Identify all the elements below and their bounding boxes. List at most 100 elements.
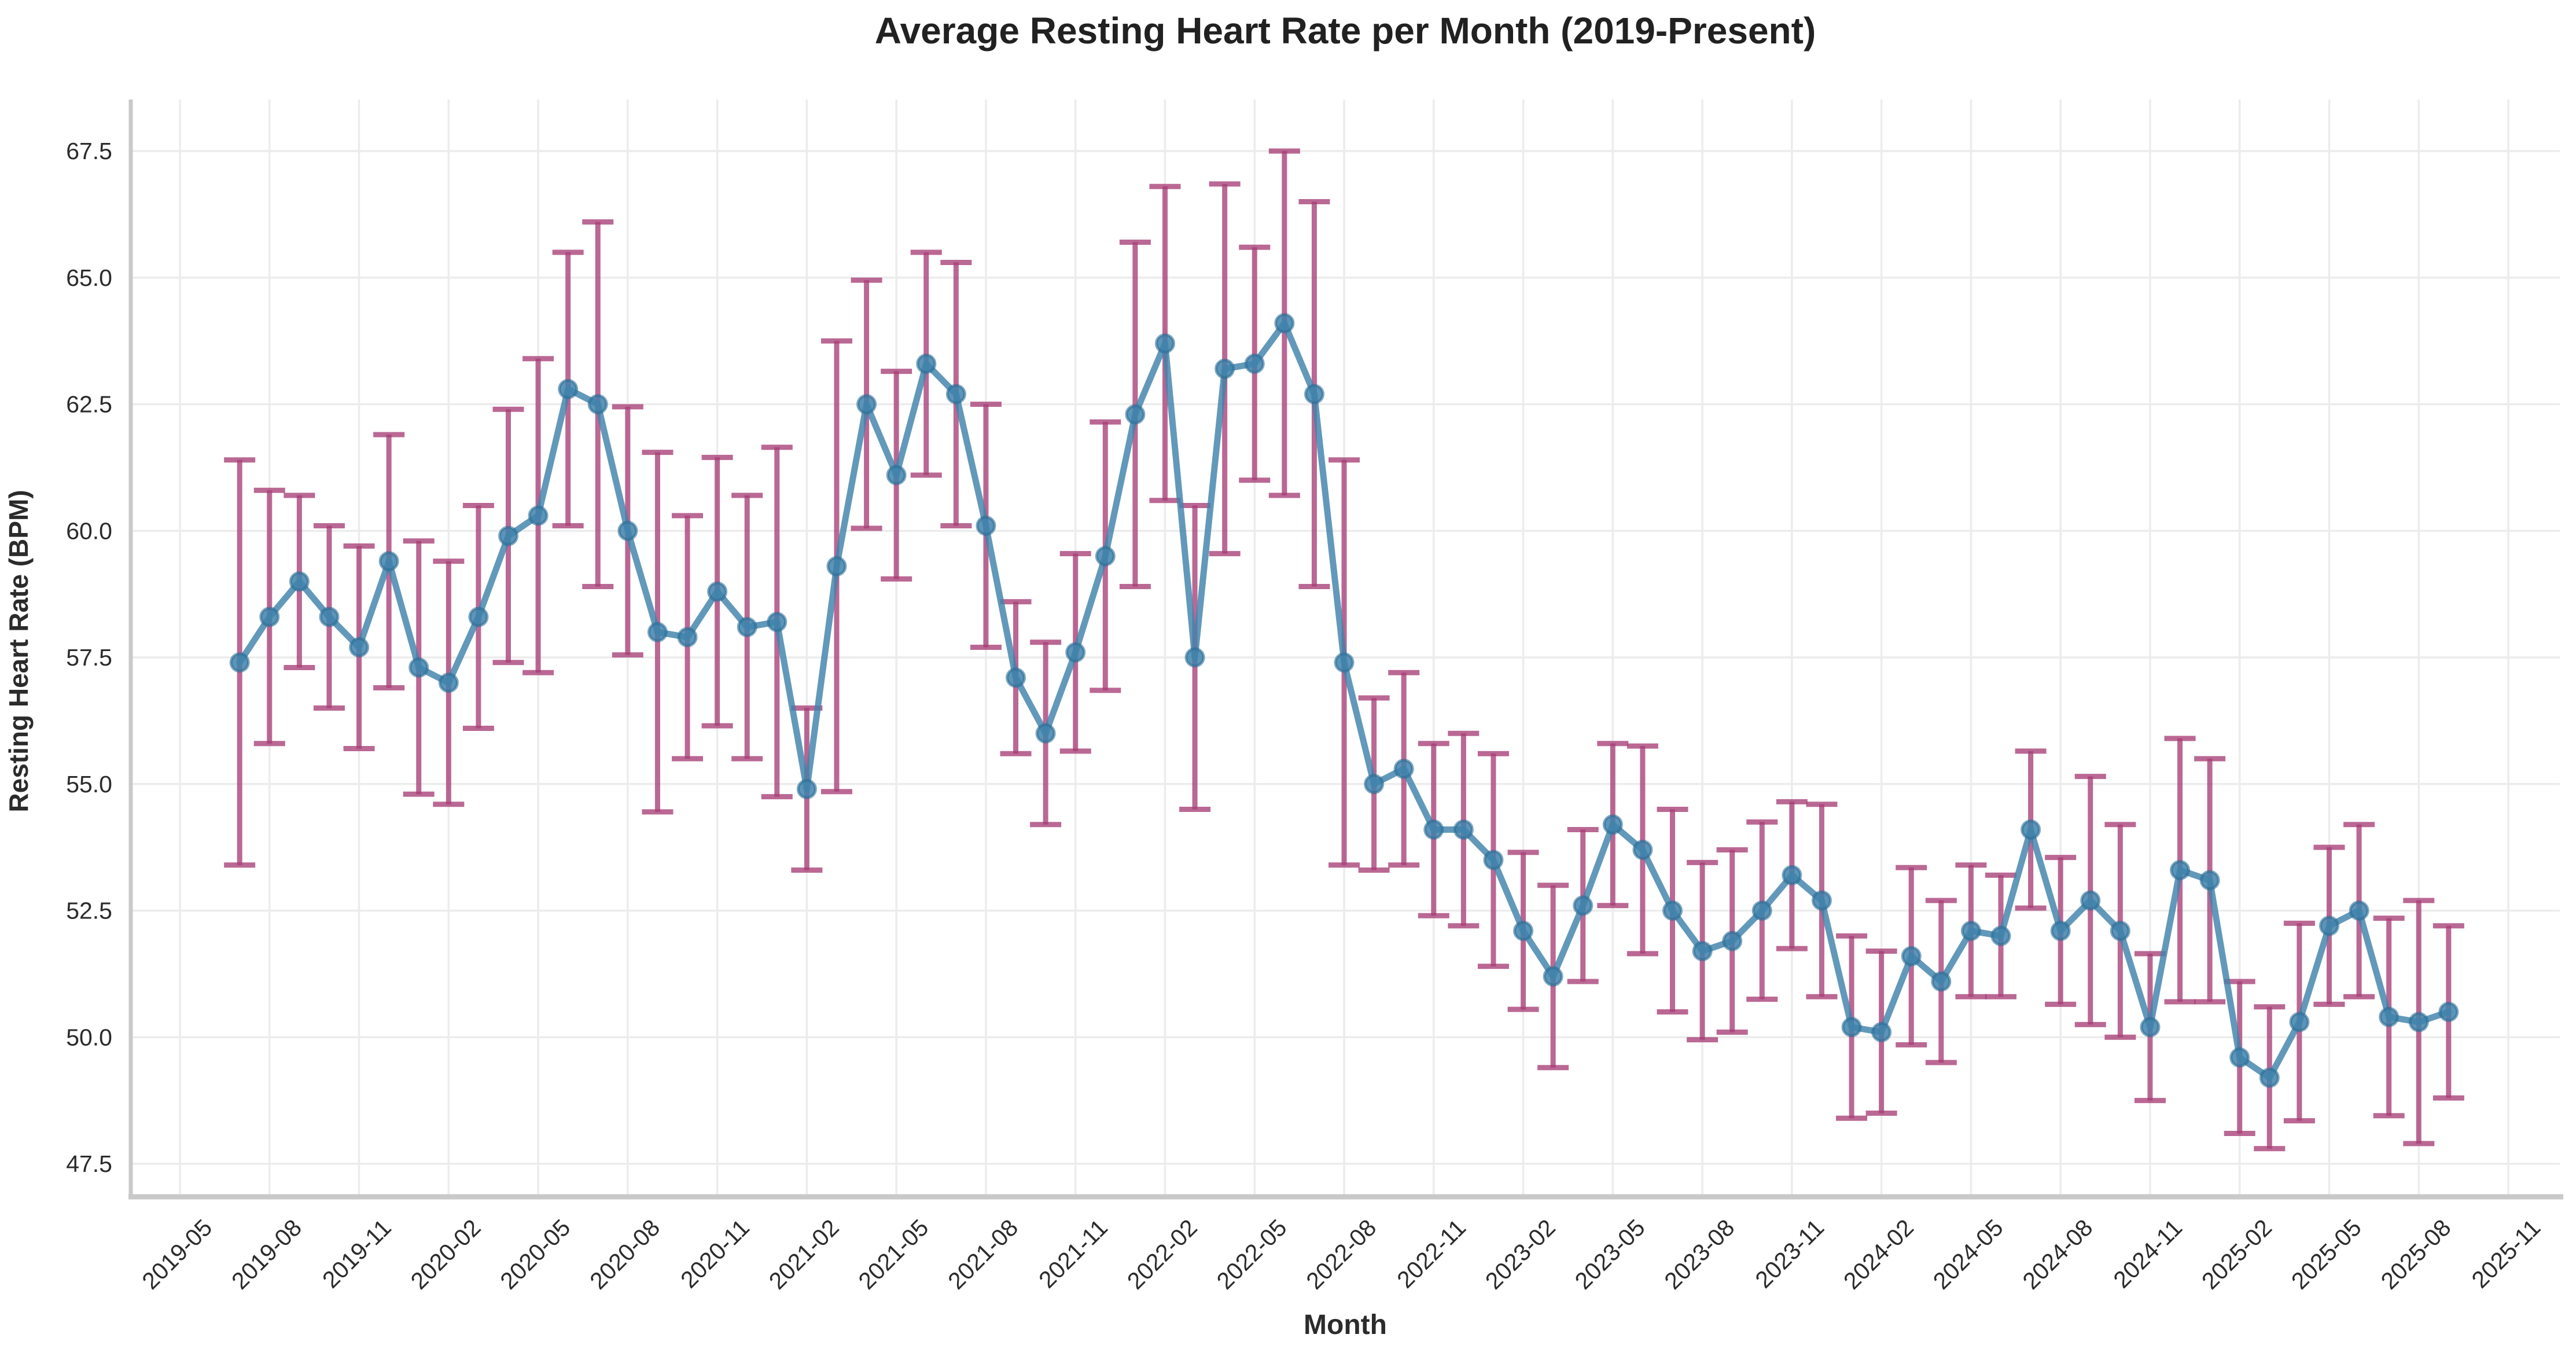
data-point bbox=[1632, 840, 1653, 860]
data-point bbox=[349, 637, 370, 657]
data-point bbox=[2379, 1006, 2400, 1027]
data-point bbox=[1393, 759, 1414, 779]
data-point bbox=[1065, 642, 1086, 663]
data-point bbox=[229, 652, 250, 673]
data-point bbox=[1931, 971, 1952, 992]
data-point bbox=[647, 622, 668, 642]
y-tick-label: 62.5 bbox=[66, 391, 112, 418]
data-point bbox=[707, 581, 728, 602]
data-point bbox=[1423, 819, 1444, 840]
data-point bbox=[1483, 850, 1504, 870]
data-point bbox=[1602, 814, 1623, 835]
x-tick-label: 2023-08 bbox=[1659, 1214, 1740, 1295]
data-point bbox=[677, 627, 698, 648]
x-tick-label: 2025-11 bbox=[2467, 1214, 2546, 1293]
data-point bbox=[2319, 916, 2339, 936]
data-point bbox=[1304, 384, 1324, 405]
data-point bbox=[2259, 1067, 2280, 1088]
x-tick-label: 2019-11 bbox=[317, 1214, 396, 1293]
data-point bbox=[1215, 358, 1235, 379]
data-point bbox=[1184, 647, 1205, 668]
data-point bbox=[1751, 900, 1772, 921]
y-tick-label: 67.5 bbox=[66, 138, 112, 164]
data-point bbox=[886, 465, 907, 486]
y-tick-label: 60.0 bbox=[66, 517, 112, 544]
data-point bbox=[1901, 946, 1922, 966]
x-tick-label: 2023-11 bbox=[1750, 1214, 1829, 1293]
x-tick-label: 2024-11 bbox=[2108, 1214, 2188, 1293]
data-point bbox=[1035, 723, 1056, 744]
y-tick-label: 65.0 bbox=[66, 264, 112, 291]
x-tick-label: 2025-05 bbox=[2286, 1214, 2367, 1295]
data-point bbox=[2289, 1012, 2310, 1032]
x-axis-label: Month bbox=[1304, 1310, 1387, 1340]
data-point bbox=[1006, 667, 1026, 688]
x-tick-label: 2023-02 bbox=[1480, 1214, 1561, 1295]
data-point bbox=[767, 612, 787, 633]
x-tick-label: 2020-02 bbox=[406, 1214, 486, 1295]
data-point bbox=[1692, 941, 1713, 961]
data-point bbox=[289, 571, 310, 592]
data-point bbox=[1811, 890, 1832, 911]
data-point bbox=[1990, 925, 2011, 946]
data-point bbox=[916, 354, 937, 374]
data-point bbox=[1274, 313, 1295, 333]
chart-title: Average Resting Heart Rate per Month (20… bbox=[874, 10, 1816, 52]
data-point bbox=[1364, 774, 1385, 795]
x-tick-label: 2022-11 bbox=[1392, 1214, 1471, 1293]
data-point bbox=[2438, 1002, 2459, 1022]
data-point bbox=[2199, 870, 2220, 891]
data-points bbox=[229, 313, 2459, 1088]
data-point bbox=[617, 520, 638, 541]
data-point bbox=[2140, 1017, 2161, 1038]
x-tick-label: 2021-08 bbox=[943, 1214, 1023, 1295]
y-tick-labels: 47.5 50.0 52.5 55.0 57.5 60.0 62.5 65.0 67.5 bbox=[66, 138, 112, 1177]
data-point bbox=[2021, 819, 2041, 840]
x-tick-label: 2020-11 bbox=[675, 1214, 755, 1293]
data-point bbox=[438, 672, 459, 693]
x-tick-label: 2020-08 bbox=[584, 1214, 665, 1295]
data-point bbox=[1244, 354, 1265, 374]
data-point bbox=[2229, 1047, 2250, 1068]
x-tick-label: 2024-08 bbox=[2018, 1214, 2098, 1295]
data-point bbox=[2050, 921, 2071, 941]
data-point bbox=[409, 657, 429, 678]
y-tick-label: 50.0 bbox=[66, 1024, 112, 1050]
y-tick-label: 52.5 bbox=[66, 898, 112, 924]
y-tick-label: 57.5 bbox=[66, 644, 112, 671]
data-point bbox=[378, 551, 399, 572]
x-tick-label: 2025-08 bbox=[2376, 1214, 2456, 1295]
x-tick-label: 2025-02 bbox=[2196, 1214, 2277, 1295]
data-point bbox=[856, 394, 877, 414]
x-tick-label: 2024-05 bbox=[1928, 1214, 2008, 1295]
data-point bbox=[2408, 1012, 2429, 1032]
data-point bbox=[1960, 921, 1981, 941]
data-point bbox=[2349, 900, 2369, 921]
data-point bbox=[2080, 890, 2101, 911]
data-point bbox=[498, 525, 518, 546]
x-tick-label: 2020-05 bbox=[495, 1214, 576, 1295]
x-tick-label: 2022-08 bbox=[1301, 1214, 1381, 1295]
data-point bbox=[1871, 1022, 1892, 1042]
y-tick-label: 47.5 bbox=[66, 1151, 112, 1177]
x-tick-label: 2021-02 bbox=[764, 1214, 844, 1295]
x-tick-labels: 2019-05 2019-08 2019-11 2020-02 2020-05 2020-… bbox=[137, 1214, 2545, 1295]
data-point bbox=[1841, 1017, 1862, 1038]
x-tick-label: 2019-05 bbox=[137, 1214, 217, 1295]
data-point bbox=[1334, 652, 1355, 673]
x-tick-label: 2024-02 bbox=[1838, 1214, 1919, 1295]
data-point bbox=[1722, 931, 1743, 951]
data-point bbox=[1095, 546, 1116, 567]
data-point bbox=[1513, 921, 1534, 941]
x-tick-label: 2022-05 bbox=[1212, 1214, 1292, 1295]
data-point bbox=[558, 378, 579, 399]
y-axis-label: Resting Heart Rate (BPM) bbox=[3, 490, 34, 813]
data-point bbox=[1782, 865, 1802, 885]
data-point bbox=[2170, 860, 2191, 880]
data-point bbox=[976, 516, 996, 536]
data-point bbox=[1573, 895, 1594, 916]
data-point bbox=[259, 607, 280, 627]
data-point bbox=[2110, 921, 2130, 941]
